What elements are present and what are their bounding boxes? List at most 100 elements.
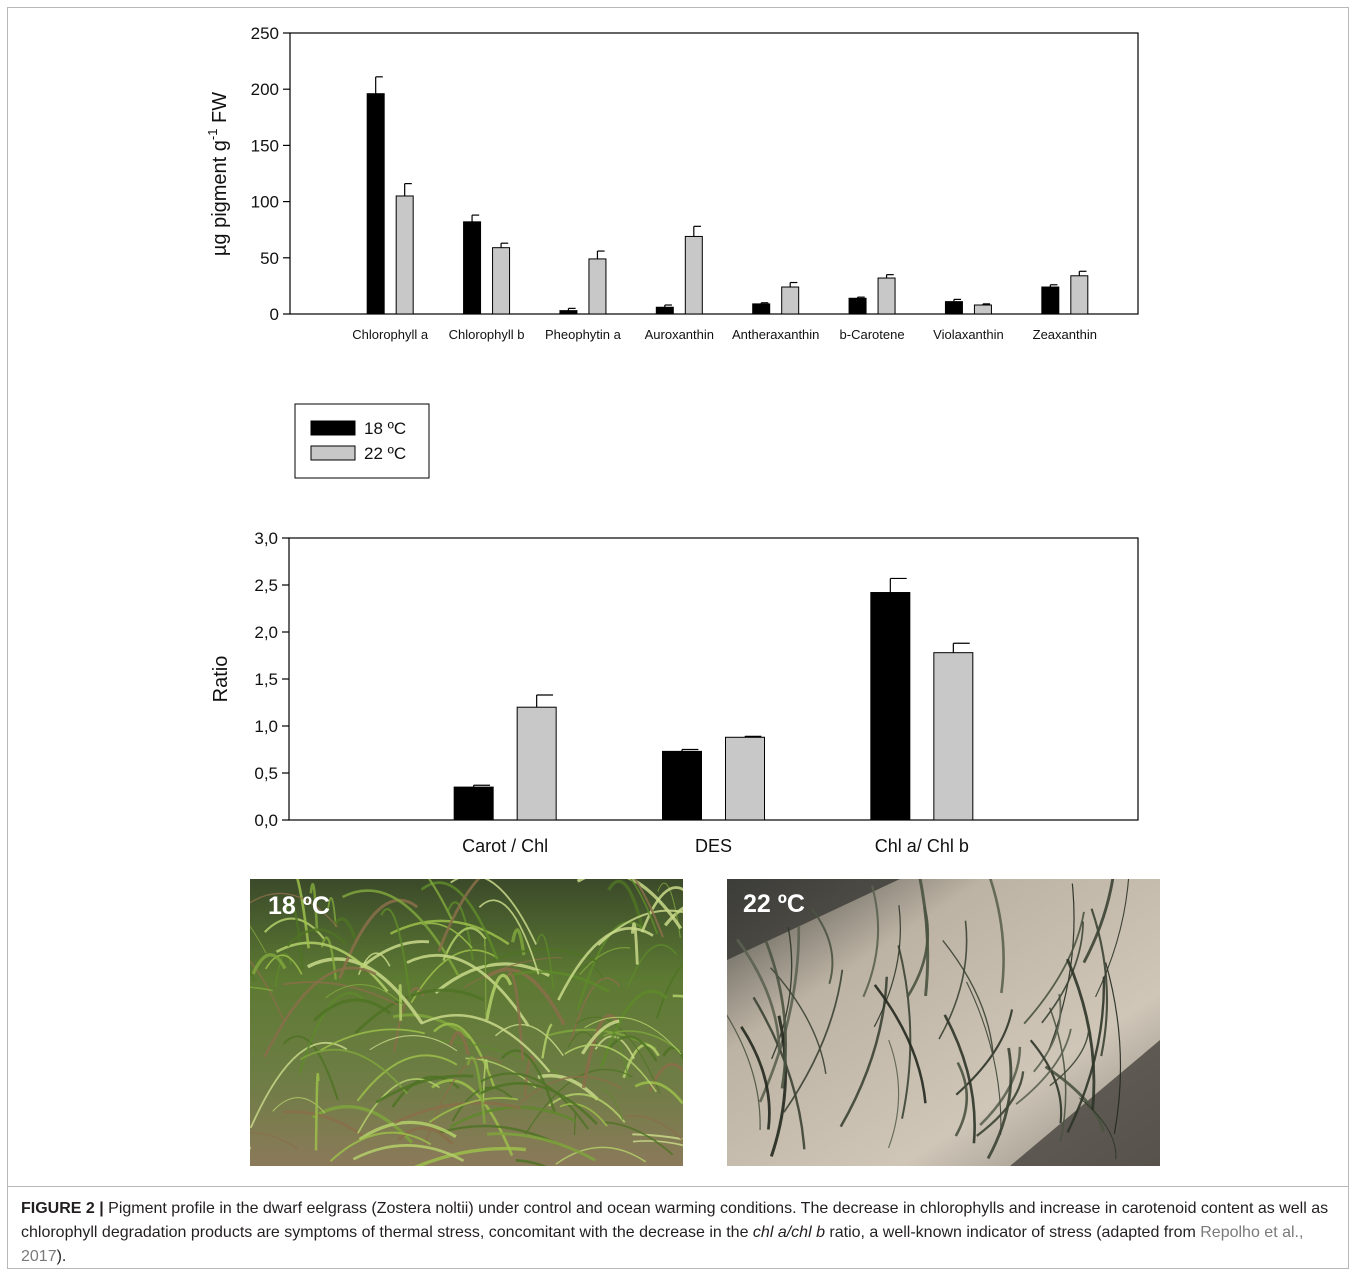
bar — [973, 304, 992, 315]
x-tick-label: Auroxanthin — [645, 327, 714, 342]
grass-blade — [393, 1101, 521, 1125]
grass-blade — [942, 940, 994, 1054]
grass-blade — [483, 939, 487, 1016]
grass-blade — [437, 879, 481, 952]
grass-blade — [873, 984, 927, 1104]
grass-blade — [607, 1035, 658, 1062]
bar — [588, 258, 607, 315]
grass-blade — [375, 1074, 474, 1104]
grass-blade — [354, 988, 485, 1035]
grass-blade — [265, 954, 303, 975]
grass-blade — [250, 986, 273, 992]
grass-blade — [250, 960, 285, 1022]
grass-blade — [897, 945, 912, 1119]
grass-blade — [752, 996, 806, 1150]
grass-blade — [862, 884, 880, 998]
ratio-y-axis-title: Ratio — [210, 656, 232, 703]
grass-blade — [604, 1121, 674, 1156]
grass-blade — [463, 957, 562, 988]
y-tick-label: 1,0 — [254, 717, 278, 736]
grass-blade — [421, 922, 473, 949]
grass-blade — [338, 898, 419, 980]
grass-blade — [397, 1126, 454, 1146]
grass-blade — [427, 879, 453, 920]
grass-blade — [1023, 911, 1085, 1025]
ratio-chart: 0,0 0,5 1,0 1,5 2,0 2,5 3,0 Carot / Chl DES Chl … — [210, 529, 1139, 856]
grass-blade — [584, 1016, 682, 1055]
y-tick-label: 0 — [270, 305, 279, 324]
grass-blade — [500, 1049, 556, 1113]
grass-blade — [358, 940, 430, 970]
grass-blade — [380, 908, 412, 998]
grass-blade — [309, 883, 319, 933]
grass-blade — [358, 1120, 457, 1141]
pigment-y-axis: 0 50 100 150 200 250 — [251, 24, 290, 324]
grass-blade — [263, 917, 325, 940]
legend-label-18: 18 ºC — [364, 419, 406, 438]
grass-blade — [314, 1073, 320, 1151]
x-tick-label: Carot / Chl — [462, 836, 548, 856]
grass-blade — [329, 1131, 432, 1162]
bar — [453, 786, 494, 821]
caption-reference-link[interactable]: Repolho et al., 2017 — [21, 1224, 1304, 1265]
figure-caption: FIGURE 2 | Pigment profile in the dwarf … — [21, 1197, 1339, 1269]
bar — [877, 277, 896, 315]
y-tick-label: 50 — [260, 249, 279, 268]
photo-18c-grass — [250, 879, 683, 1166]
grass-blade — [320, 1028, 425, 1051]
y-axis-title-superscript: -1 — [205, 129, 220, 141]
photo-22c-dark-corner — [727, 879, 900, 960]
grass-blade — [263, 966, 377, 1058]
x-tick-label: b-Carotene — [840, 327, 905, 342]
grass-blade — [327, 896, 337, 927]
grass-blade — [557, 927, 654, 1001]
grass-blade — [839, 976, 889, 1128]
photo-22c-label: 22 ºC — [743, 890, 805, 918]
legend-swatch-22 — [310, 445, 356, 461]
pigment-y-axis-title: µg pigment g-1 FW — [205, 92, 231, 256]
grass-blade — [943, 1014, 976, 1144]
grass-blade — [1066, 976, 1106, 1133]
grass-blade — [515, 1159, 548, 1166]
caption-text-3: ). — [56, 1248, 67, 1265]
grass-blade — [482, 1058, 489, 1107]
bar — [395, 195, 414, 315]
grass-blade — [451, 1086, 513, 1122]
caption-italic: chl a/chl b — [752, 1224, 825, 1241]
grass-blade — [272, 1097, 326, 1114]
grass-blade — [494, 1023, 564, 1057]
caption-figure-label: FIGURE 2 | — [21, 1200, 104, 1217]
x-tick-label: Antheraxanthin — [732, 327, 819, 342]
grass-blade — [581, 1019, 620, 1055]
grass-blade — [727, 1014, 761, 1131]
grass-blade — [986, 1047, 1013, 1160]
grass-blade — [313, 998, 392, 1022]
grass-blade — [389, 919, 510, 946]
grass-blade — [505, 972, 525, 1061]
grass-blade — [758, 926, 801, 1103]
grass-blade — [356, 1054, 458, 1102]
bar — [516, 706, 557, 821]
grass-blade — [1049, 1007, 1067, 1142]
bar — [662, 750, 702, 821]
grass-blade — [466, 1056, 486, 1124]
grass-blade — [1082, 879, 1115, 964]
grass-blade — [906, 906, 930, 998]
grass-blade — [810, 907, 834, 985]
y-tick-label: 250 — [251, 24, 279, 43]
y-tick-label: 0,5 — [254, 764, 278, 783]
grass-blade — [599, 1028, 630, 1081]
grass-blade — [325, 984, 404, 1006]
grass-blade — [633, 879, 664, 938]
bar — [848, 297, 867, 315]
grass-blade — [976, 1071, 1025, 1137]
grass-blade — [1095, 879, 1130, 998]
photo-22c-grass — [727, 879, 1130, 1160]
bar — [492, 247, 511, 315]
ratio-y-axis: 0,0 0,5 1,0 1,5 2,0 2,5 3,0 — [254, 529, 289, 830]
grass-blade — [275, 941, 389, 993]
grass-blade — [423, 1056, 502, 1147]
bar — [933, 652, 974, 821]
